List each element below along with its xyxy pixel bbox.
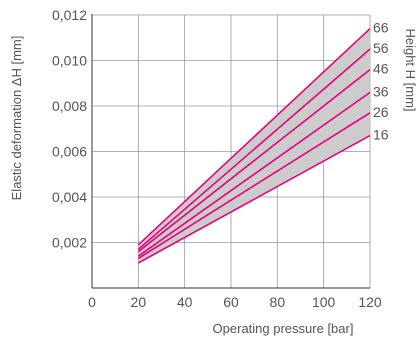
x-tick-label: 100 [312,294,336,310]
y-tick-label: 0,004 [52,189,87,205]
x-tick-label: 0 [88,294,96,310]
axes [91,14,370,289]
right-axis-label: Height H [mm] [403,28,417,111]
series-line-36 [137,91,371,257]
band-area [138,28,370,263]
series-line-26 [137,112,371,260]
y-tick-label: 0,006 [52,144,87,160]
series-line-66 [137,28,371,246]
x-tick-label: 20 [131,294,147,310]
series-label-26: 26 [373,104,389,120]
x-tick-label: 120 [358,294,382,310]
series-line-46 [137,68,371,253]
y-tick-label: 0,008 [52,98,87,114]
band [138,28,370,263]
series-label-36: 36 [373,83,389,99]
series-labels: 66 56 46 36 26 16 [373,20,389,143]
y-tick-label: 0,010 [52,53,87,69]
series-lines [137,28,371,264]
x-tick-label: 80 [270,294,286,310]
x-tick-label: 60 [223,294,239,310]
series-label-56: 56 [373,40,389,56]
series-label-66: 66 [373,20,389,36]
series-line-16 [137,134,371,264]
x-axis-label: Operating pressure [bar] [213,321,354,336]
x-tick-label: 40 [177,294,193,310]
y-tick-label: 0,002 [52,235,87,251]
tick-labels: 0 20 40 60 80 100 120 0,002 0,004 0,006 0,008 0,010… [52,7,382,310]
y-axis-label: Elastic deformation ΔH [mm] [9,36,24,201]
y-tick-label: 0,012 [52,7,87,23]
series-label-16: 16 [373,127,389,143]
series-line-56 [137,48,371,250]
series-label-46: 46 [373,61,389,77]
